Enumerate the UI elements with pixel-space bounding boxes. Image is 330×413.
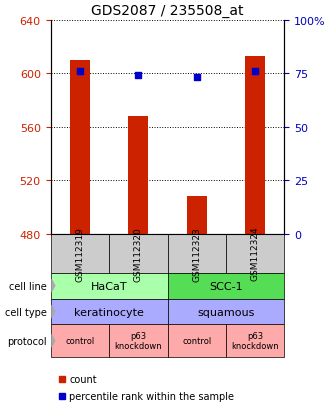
Polygon shape — [52, 305, 55, 318]
Text: SCC-1: SCC-1 — [209, 281, 243, 291]
Text: percentile rank within the sample: percentile rank within the sample — [69, 391, 234, 401]
Text: keratinocyte: keratinocyte — [74, 307, 144, 317]
Bar — [70, 61, 90, 234]
Text: squamous: squamous — [197, 307, 255, 317]
Bar — [168, 234, 226, 273]
Text: control: control — [65, 337, 94, 345]
Bar — [168, 273, 284, 299]
Text: count: count — [69, 374, 97, 384]
Text: GSM112323: GSM112323 — [192, 226, 201, 281]
Bar — [245, 57, 265, 234]
Bar — [186, 197, 207, 234]
Text: HaCaT: HaCaT — [91, 281, 127, 291]
Title: GDS2087 / 235508_at: GDS2087 / 235508_at — [91, 4, 244, 18]
Bar — [50, 273, 168, 299]
Bar — [226, 325, 284, 357]
Point — [77, 69, 82, 75]
Point — [252, 69, 258, 75]
Text: GSM112320: GSM112320 — [134, 226, 143, 281]
Bar — [50, 299, 168, 325]
Polygon shape — [52, 335, 55, 347]
Text: p63
knockdown: p63 knockdown — [115, 331, 162, 351]
Bar — [168, 299, 284, 325]
Bar — [168, 325, 226, 357]
Point — [194, 75, 199, 81]
Text: protocol: protocol — [7, 336, 47, 346]
Bar — [50, 234, 109, 273]
Text: cell line: cell line — [9, 281, 47, 291]
Text: control: control — [182, 337, 212, 345]
Text: p63
knockdown: p63 knockdown — [231, 331, 279, 351]
Text: GSM112324: GSM112324 — [251, 226, 260, 281]
Bar — [226, 234, 284, 273]
Text: GSM112319: GSM112319 — [75, 226, 84, 281]
Bar — [50, 325, 109, 357]
Bar — [109, 325, 168, 357]
Bar — [128, 116, 148, 234]
Polygon shape — [52, 280, 55, 292]
Bar — [109, 234, 168, 273]
Text: cell type: cell type — [5, 307, 47, 317]
Point — [136, 73, 141, 79]
